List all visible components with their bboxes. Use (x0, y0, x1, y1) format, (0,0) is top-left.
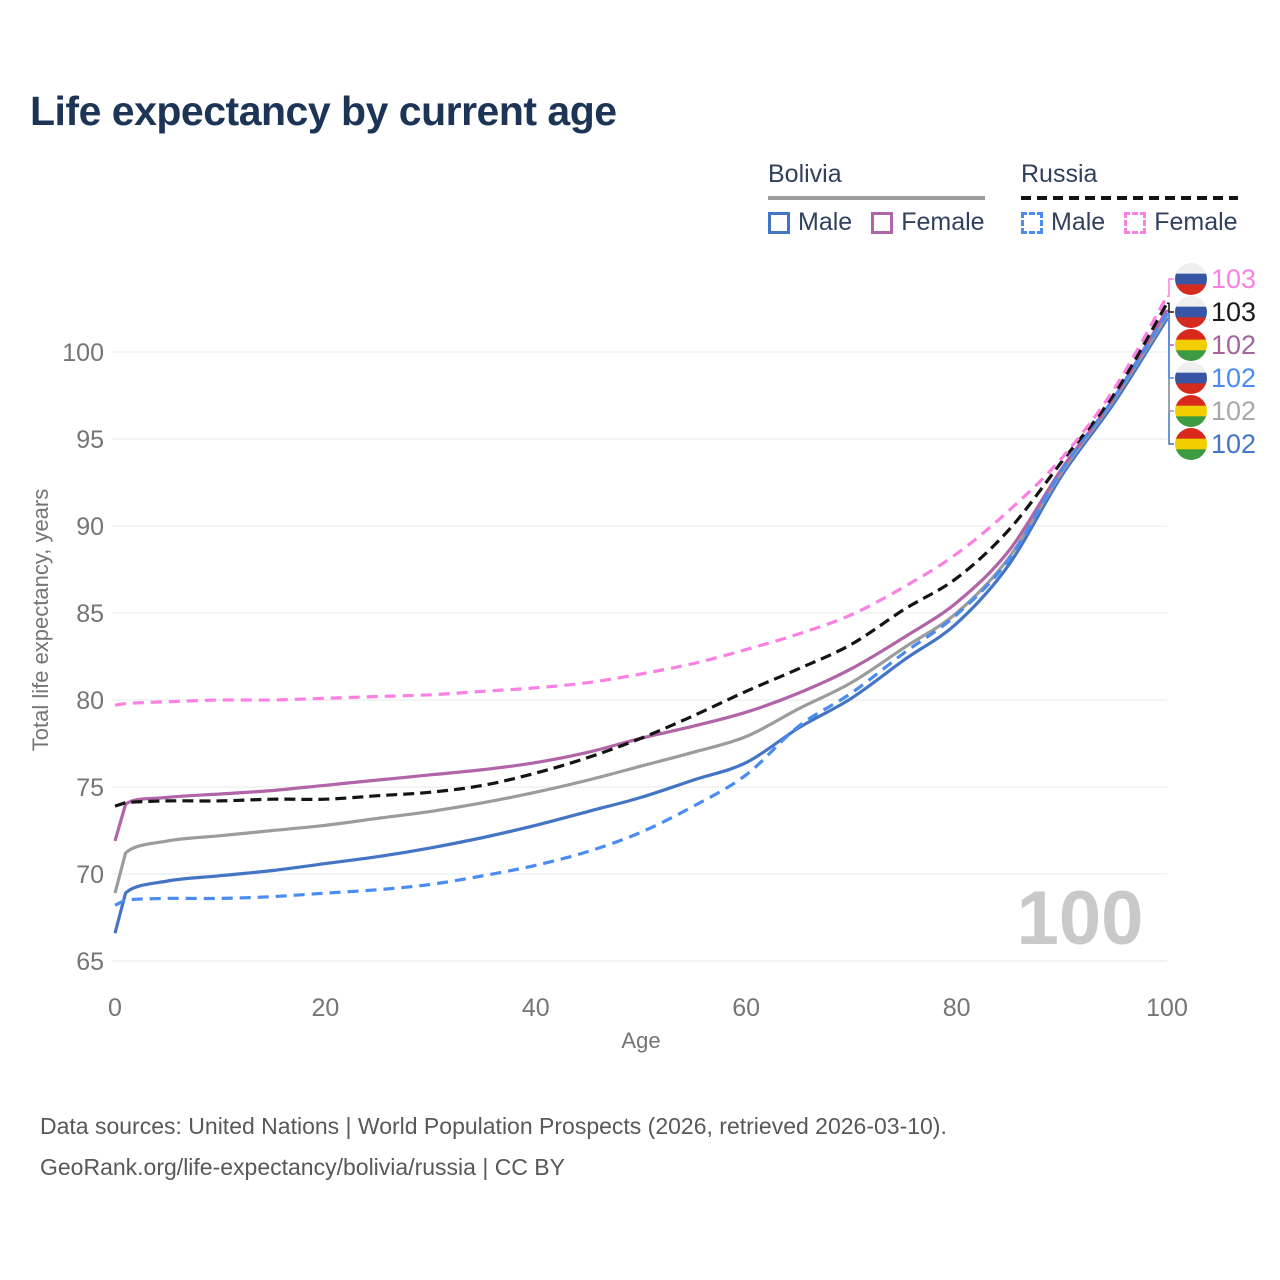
legend-group-bolivia: Bolivia Male Female (768, 160, 985, 237)
x-tick-label: 20 (311, 994, 339, 1022)
series-line-bolivia-total[interactable] (113, 314, 1169, 894)
end-value-label-bolivia-total: 102 (1211, 396, 1256, 426)
legend-group-title-russia[interactable]: Russia (1021, 160, 1098, 188)
legend-item-label: Female (901, 208, 985, 236)
end-value-label-russia-total: 103 (1211, 297, 1256, 327)
x-tick-label: 100 (1146, 994, 1188, 1022)
x-tick-label: 60 (732, 994, 760, 1022)
x-tick-label: 80 (943, 994, 971, 1022)
legend-rule-russia (1021, 196, 1238, 200)
legend-swatch-russia-female (1124, 211, 1147, 234)
flag-icon-bolivia (1175, 329, 1207, 361)
flag-icon-bolivia (1175, 395, 1207, 427)
y-tick-label: 70 (76, 861, 104, 889)
y-tick-label: 95 (76, 426, 104, 454)
y-tick-label: 100 (62, 339, 104, 367)
flag-icon-russia (1175, 362, 1207, 394)
y-tick-label: 75 (76, 774, 104, 802)
end-value-label-russia-male: 102 (1211, 363, 1256, 393)
flag-icon-russia (1175, 263, 1207, 295)
series-line-russia-male[interactable] (114, 312, 1169, 907)
end-value-label-russia-female: 103 (1211, 264, 1256, 294)
legend-group-title-bolivia[interactable]: Bolivia (768, 160, 842, 188)
legend-item-label: Female (1154, 208, 1238, 236)
legend-item-label: Male (798, 208, 853, 236)
end-label-connector-russia-female (1167, 278, 1174, 298)
x-tick-label: 0 (108, 994, 122, 1022)
end-label-connector-bolivia-male (1167, 318, 1174, 445)
data-sources-text: Data sources: United Nations | World Pop… (40, 1113, 947, 1139)
legend-group-russia: Russia Male Female (1021, 160, 1238, 237)
legend-rule-bolivia (768, 196, 985, 200)
y-axis-title: Total life expectancy, years (28, 489, 53, 752)
source-url-text[interactable]: GeoRank.org/life-expectancy/bolivia/russ… (40, 1154, 565, 1180)
y-tick-label: 90 (76, 513, 104, 541)
y-tick-label: 65 (76, 948, 104, 976)
series-line-bolivia-female[interactable] (113, 309, 1169, 842)
legend-item-bolivia-male[interactable]: Male (768, 208, 852, 237)
legend-item-russia-male[interactable]: Male (1021, 208, 1105, 237)
end-label-connector-bolivia-total (1167, 314, 1174, 412)
legend-item-bolivia-female[interactable]: Female (871, 208, 985, 237)
end-label-connector-russia-total (1167, 302, 1174, 313)
flag-icon-russia (1175, 296, 1207, 328)
series-line-russia-total[interactable] (114, 302, 1169, 808)
legend-item-label: Male (1051, 208, 1106, 236)
footer: Data sources: United Nations | World Pop… (40, 1106, 947, 1188)
end-label-connector-russia-male (1167, 312, 1174, 379)
age-counter-watermark: 100 (1017, 876, 1144, 961)
page-title: Life expectancy by current age (30, 88, 617, 134)
x-axis-title: Age (621, 1028, 660, 1053)
y-tick-label: 80 (76, 687, 104, 715)
legend-swatch-bolivia-male (768, 211, 790, 234)
series-line-bolivia-male[interactable] (113, 318, 1169, 934)
flag-icon-bolivia (1175, 428, 1207, 460)
legend-swatch-russia-male (1021, 211, 1043, 234)
y-tick-label: 85 (76, 600, 104, 628)
x-tick-label: 40 (522, 994, 550, 1022)
end-value-label-bolivia-male: 102 (1211, 429, 1256, 459)
legend-item-russia-female[interactable]: Female (1124, 208, 1238, 237)
end-value-label-bolivia-female: 102 (1211, 330, 1256, 360)
legend-swatch-bolivia-female (871, 211, 894, 234)
series-line-russia-female[interactable] (114, 295, 1169, 707)
